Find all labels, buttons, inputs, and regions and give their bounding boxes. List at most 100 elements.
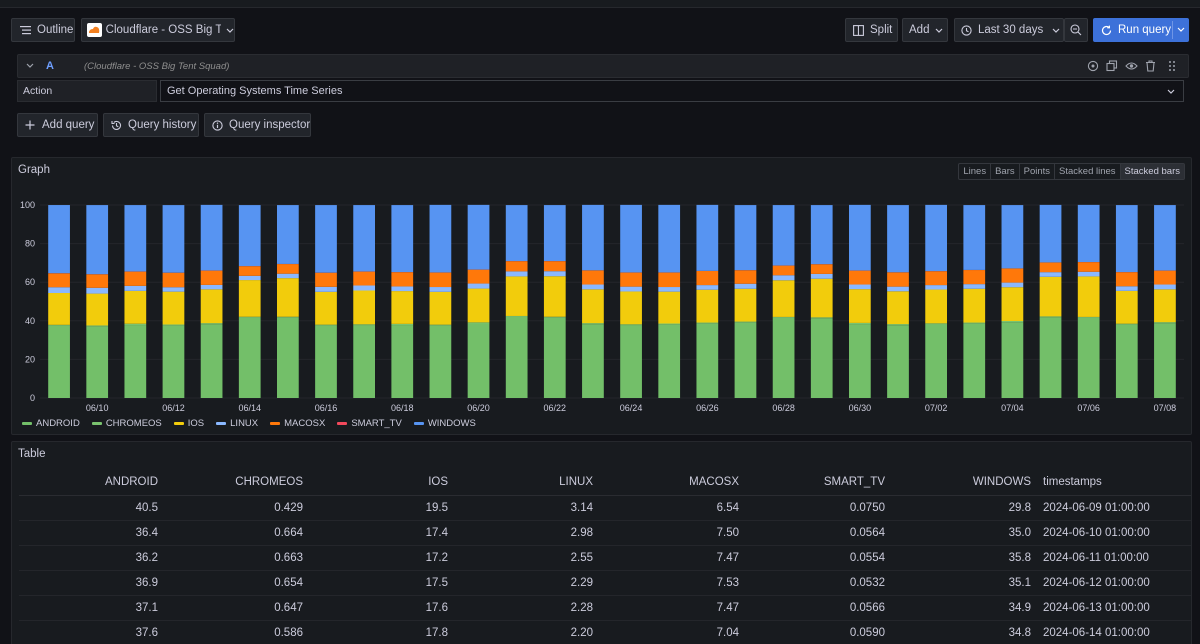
bar-segment-linux <box>810 273 833 279</box>
bar-segment-android <box>162 325 185 398</box>
legend-item-smart_tv[interactable]: SMART_TV <box>337 418 402 429</box>
table-cell: 17.8 <box>309 620 454 644</box>
help-icon[interactable] <box>1087 60 1099 72</box>
time-range-picker[interactable]: Last 30 days <box>954 18 1064 42</box>
query-inspector-button[interactable]: Query inspector <box>204 113 311 137</box>
bar-segment-android <box>200 324 223 398</box>
collapse-chevron-icon[interactable] <box>26 63 34 68</box>
bar-segment-windows <box>543 205 566 262</box>
run-query-button[interactable]: Run query <box>1093 18 1189 42</box>
table-row: 37.6 0.586 17.8 2.20 7.04 0.0590 34.8 2024-06-1… <box>19 620 1191 644</box>
y-tick-label: 40 <box>25 316 35 326</box>
query-row-header[interactable]: A (Cloudflare - OSS Big Tent Squad) <box>17 54 1189 78</box>
bar-segment-windows <box>429 204 452 273</box>
bar-segment-chromeos <box>810 317 833 319</box>
table-cell: 36.2 <box>19 545 164 571</box>
drag-handle-icon[interactable] <box>1168 60 1176 72</box>
table-cell: 0.0532 <box>745 570 891 596</box>
bar-segment-ios <box>1077 276 1100 317</box>
bar-segment-macosx <box>925 271 948 286</box>
table-cell: 2024-06-10 01:00:00 <box>1037 520 1191 546</box>
bar-segment-macosx <box>315 272 337 287</box>
eye-icon[interactable] <box>1125 60 1138 72</box>
graph-mode-bars[interactable]: Bars <box>991 164 1020 179</box>
bar-segment-ios <box>48 293 70 325</box>
bar-segment-android <box>1039 317 1062 398</box>
bar-segment-linux <box>772 275 795 281</box>
bar-segment-windows <box>620 204 642 273</box>
table-cell: 7.47 <box>599 595 745 621</box>
bar-segment-chromeos <box>1115 323 1138 325</box>
column-header-chromeos[interactable]: CHROMEOS <box>164 470 309 496</box>
legend-swatch <box>22 422 32 425</box>
bar-segment-macosx <box>810 264 833 274</box>
bar-segment-windows <box>315 205 337 273</box>
legend-item-windows[interactable]: WINDOWS <box>413 418 476 429</box>
split-button[interactable]: Split <box>845 18 898 42</box>
legend-item-android[interactable]: ANDROID <box>22 418 80 429</box>
zoom-out-button[interactable] <box>1064 18 1088 42</box>
trash-icon[interactable] <box>1145 60 1156 72</box>
column-header-android[interactable]: ANDROID <box>19 470 164 496</box>
bar-segment-macosx <box>124 271 147 286</box>
add-label: Add <box>909 24 930 36</box>
legend-item-chromeos[interactable]: CHROMEOS <box>91 418 162 429</box>
bar-segment-macosx <box>1077 262 1100 272</box>
bar-segment-linux <box>353 285 376 291</box>
outline-button[interactable]: Outline <box>11 18 75 42</box>
bar-segment-chromeos <box>1154 322 1176 324</box>
time-range-label: Last 30 days <box>978 24 1044 36</box>
table-cell: 2024-06-14 01:00:00 <box>1037 620 1191 644</box>
table-cell: 0.0590 <box>745 620 891 644</box>
graph-mode-stacked-lines[interactable]: Stacked lines <box>1055 164 1121 179</box>
bar-segment-android <box>1001 322 1024 398</box>
datasource-picker[interactable]: Cloudflare - OSS Big Ter <box>81 18 235 42</box>
table-cell: 2024-06-09 01:00:00 <box>1037 495 1191 521</box>
bar-segment-ios <box>696 289 719 323</box>
bar-segment-windows <box>200 204 223 271</box>
bar-segment-ios <box>1039 276 1062 317</box>
bar-segment-linux <box>200 284 223 290</box>
chevron-down-icon[interactable] <box>1177 27 1185 32</box>
x-tick-label: 06/10 <box>86 403 109 413</box>
query-history-label: Query history <box>128 119 197 131</box>
table-row: 36.9 0.654 17.5 2.29 7.53 0.0532 35.1 2024-06-1… <box>19 570 1191 596</box>
bar-segment-macosx <box>162 272 185 288</box>
table-cell: 37.6 <box>19 620 164 644</box>
query-ref-id[interactable]: A <box>46 60 54 72</box>
query-history-button[interactable]: Query history <box>103 113 199 137</box>
bar-segment-macosx <box>1115 272 1138 287</box>
column-header-smart_tv[interactable]: SMART_TV <box>745 470 891 496</box>
action-select[interactable]: Get Operating Systems Time Series <box>160 80 1184 102</box>
stacked-bar-chart: 0 20 40 60 80 100 06/10 06/12 06/14 06/16 06/18 06/… <box>20 200 1184 413</box>
x-tick-label: 07/08 <box>1154 403 1177 413</box>
bar-segment-chromeos <box>658 323 681 325</box>
add-query-button[interactable]: Add query <box>17 113 98 137</box>
legend-item-macosx[interactable]: MACOSX <box>270 418 325 429</box>
column-header-ios[interactable]: IOS <box>309 470 454 496</box>
bar-segment-chromeos <box>124 323 147 326</box>
bar-segment-chromeos <box>391 323 414 326</box>
duplicate-icon[interactable] <box>1106 60 1118 72</box>
legend-item-linux[interactable]: LINUX <box>216 418 258 429</box>
y-tick-label: 80 <box>25 239 35 249</box>
column-header-macosx[interactable]: MACOSX <box>599 470 745 496</box>
graph-mode-lines[interactable]: Lines <box>959 164 992 179</box>
query-datasource-note: (Cloudflare - OSS Big Tent Squad) <box>84 61 230 72</box>
bar-segment-ios <box>353 290 376 325</box>
column-header-timestamps[interactable]: timestamps <box>1037 470 1191 496</box>
bar-segment-android <box>353 325 376 398</box>
table-cell: 17.2 <box>309 545 454 571</box>
legend-item-ios[interactable]: IOS <box>173 418 204 429</box>
bar-segment-android <box>620 325 642 398</box>
table-cell: 19.5 <box>309 495 454 521</box>
add-dropdown-button[interactable]: Add <box>902 18 948 42</box>
legend-swatch <box>216 422 227 425</box>
bar-segment-linux <box>1115 286 1138 291</box>
bar-segment-chromeos <box>467 322 490 324</box>
graph-mode-stacked-bars[interactable]: Stacked bars <box>1120 164 1184 179</box>
column-header-linux[interactable]: LINUX <box>454 470 599 496</box>
graph-mode-points[interactable]: Points <box>1020 164 1056 179</box>
column-header-windows[interactable]: WINDOWS <box>891 470 1037 496</box>
bar-segment-windows <box>276 205 299 264</box>
